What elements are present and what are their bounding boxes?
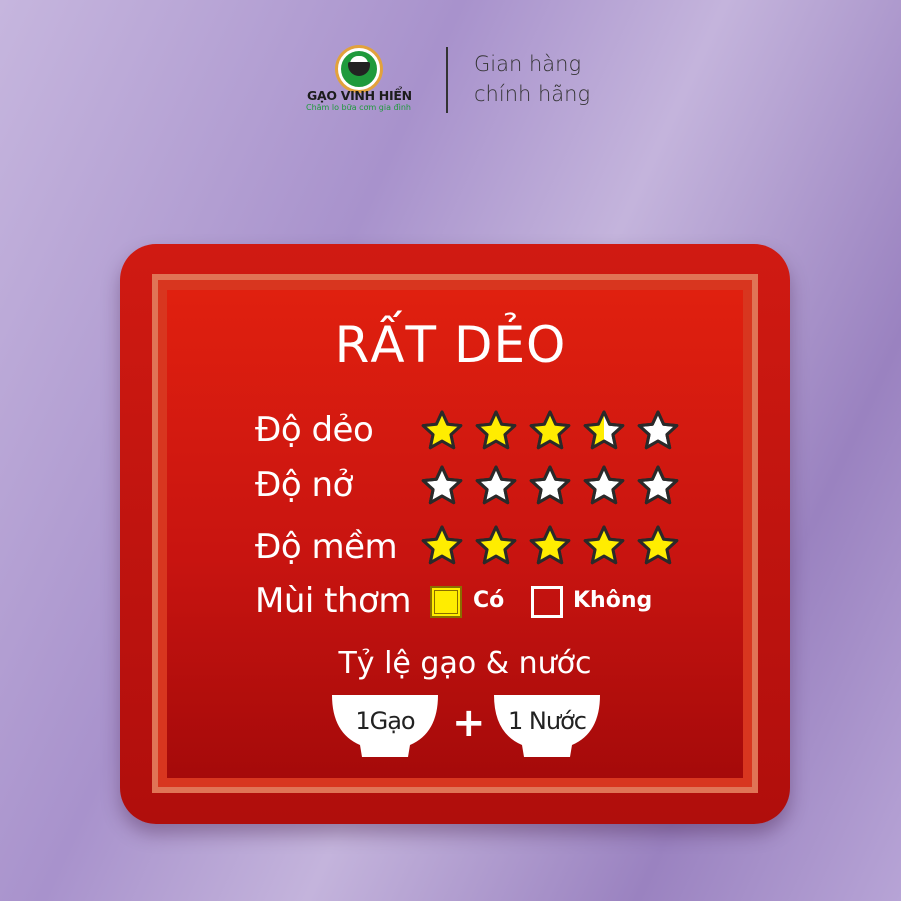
rice-amount: 1Gạo: [355, 707, 415, 735]
water-amount: 1 Nước: [508, 707, 587, 735]
rice-bowl-icon: 1Gạo: [330, 693, 440, 759]
rating-stars-no: [420, 464, 680, 508]
aroma-no-checkbox: [531, 586, 563, 618]
slogan-line1: Gian hàng: [474, 52, 582, 76]
rating-label-mem: Độ mềm: [255, 527, 398, 567]
star-icon: [583, 525, 625, 565]
star-icon: [529, 465, 571, 505]
star-icon: [637, 410, 679, 450]
star-icon: [583, 410, 625, 450]
brand-tagline: Chăm lo bữa cơm gia đình: [306, 103, 411, 112]
star-icon: [637, 525, 679, 565]
rating-stars-deo: [420, 409, 680, 453]
slogan-line2: chính hãng: [474, 82, 591, 106]
star-icon: [421, 525, 463, 565]
rating-label-deo: Độ dẻo: [255, 410, 374, 450]
star-icon: [475, 465, 517, 505]
water-bowl-icon: 1 Nước: [492, 693, 602, 759]
star-icon: [529, 525, 571, 565]
aroma-yes-checkbox: [430, 586, 462, 618]
star-icon: [421, 465, 463, 505]
ratio-title: Tỷ lệ gạo & nước: [338, 646, 592, 681]
header-divider: [446, 47, 448, 113]
aroma-yes-label: Có: [473, 588, 505, 613]
star-icon: [637, 465, 679, 505]
bowl-icon: [348, 62, 370, 76]
plus-sign: +: [452, 700, 486, 746]
rice-icon: [350, 56, 368, 64]
star-icon: [583, 465, 625, 505]
card-title: RẤT DẺO: [334, 316, 567, 374]
star-icon: [475, 525, 517, 565]
star-icon: [475, 410, 517, 450]
rating-stars-mem: [420, 524, 680, 568]
card-panel: [167, 290, 743, 778]
star-icon: [529, 410, 571, 450]
rating-label-no: Độ nở: [255, 465, 353, 505]
brand-name: GẠO VINH HIỂN: [307, 88, 412, 103]
logo-emblem: [338, 48, 380, 90]
aroma-no-label: Không: [573, 588, 653, 613]
star-icon: [421, 410, 463, 450]
aroma-label: Mùi thơm: [255, 581, 411, 621]
